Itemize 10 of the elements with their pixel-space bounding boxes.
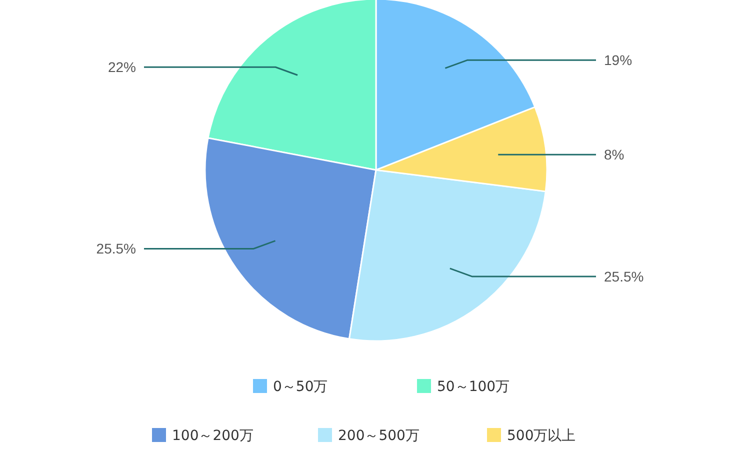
data-label: 25.5% (96, 240, 136, 257)
legend-label: 500万以上 (507, 428, 576, 444)
legend-label: 100～200万 (172, 428, 254, 444)
legend-label: 50～100万 (437, 378, 510, 395)
data-label: 25.5% (604, 268, 644, 284)
data-label: 19% (604, 52, 632, 68)
data-label: 22% (108, 59, 136, 76)
data-label: 8% (604, 146, 624, 162)
legend-label: 200～500万 (338, 428, 420, 444)
legend-label: 0～50万 (273, 378, 328, 395)
